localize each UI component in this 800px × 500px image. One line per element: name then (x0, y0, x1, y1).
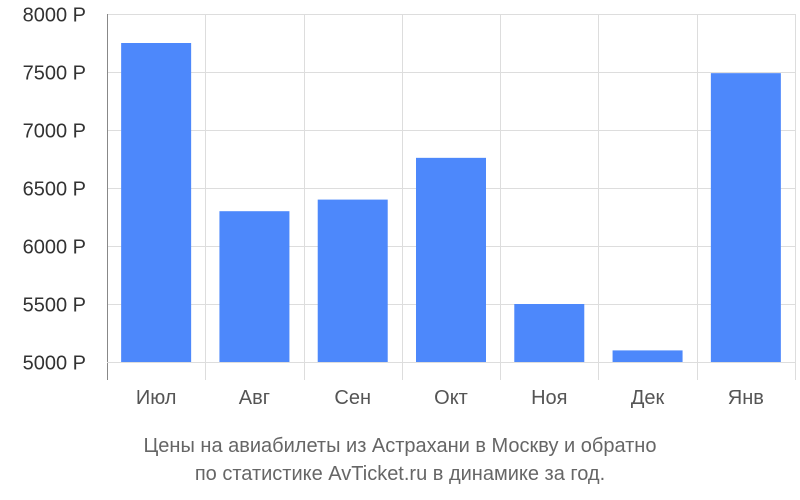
y-tick-label: 7500 Р (23, 63, 86, 85)
bar-Авг (219, 211, 290, 362)
y-tick-label: 8000 Р (23, 5, 86, 27)
bar-Июл (121, 43, 192, 362)
chart-caption-line-1: Цены на авиабилеты из Астрахани в Москву… (143, 435, 657, 457)
chart-caption-line-2: по статистике AvTicket.ru в динамике за … (194, 463, 606, 485)
x-tick-label: Июл (136, 387, 177, 409)
y-tick-label: 6000 Р (23, 237, 86, 259)
bar-Сен (317, 199, 388, 362)
grid-lines (107, 14, 796, 380)
y-tick-label: 7000 Р (23, 121, 86, 143)
x-tick-label: Дек (631, 387, 665, 409)
bar-Дек (612, 350, 683, 362)
x-tick-label: Окт (434, 387, 468, 409)
bar-chart: 5000 Р 5500 Р 6000 Р 6500 Р 7000 Р 7500 Р 8000… (23, 5, 796, 409)
x-tick-label: Сен (334, 387, 371, 409)
bar-Окт (416, 157, 486, 362)
x-tick-label: Янв (728, 387, 764, 409)
y-tick-label: 6500 Р (23, 179, 86, 201)
y-tick-label: 5000 Р (23, 353, 86, 375)
bars (121, 43, 781, 362)
axes (107, 14, 795, 380)
bar-Янв (710, 73, 781, 362)
x-tick-label: Ноя (531, 387, 567, 409)
bar-Ноя (514, 304, 585, 362)
x-tick-label: Авг (239, 387, 270, 409)
y-tick-labels: 5000 Р 5500 Р 6000 Р 6500 Р 7000 Р 7500 Р 8000… (23, 5, 86, 375)
x-tick-labels: Июл Авг Сен Окт Ноя Дек Янв (136, 387, 764, 409)
y-tick-label: 5500 Р (23, 295, 86, 317)
